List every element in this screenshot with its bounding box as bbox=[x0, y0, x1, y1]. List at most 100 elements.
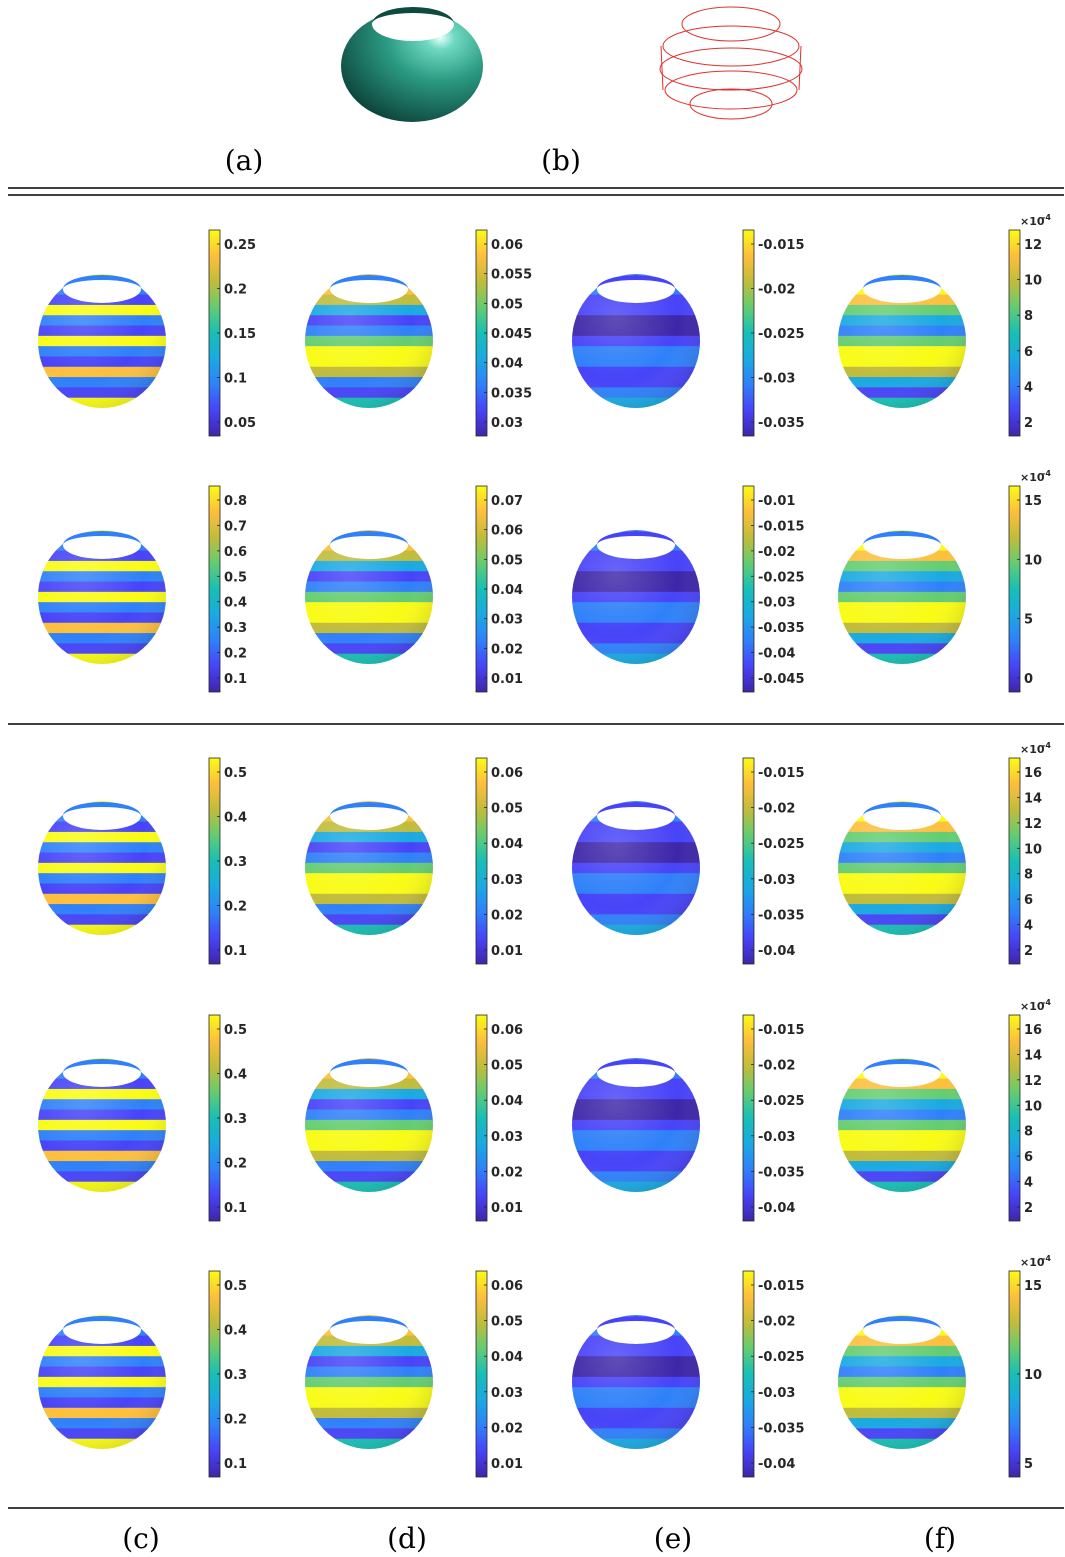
colorbar-tick-label: -0.03 bbox=[758, 1130, 795, 1145]
colorbar-tick-label: -0.02 bbox=[758, 545, 795, 560]
sphere-opening-rim bbox=[330, 531, 408, 545]
colorbar-tick-label: 0.2 bbox=[224, 1157, 247, 1172]
sphere-opening-rim bbox=[330, 1316, 408, 1330]
sphere-opening-rim bbox=[863, 531, 941, 545]
panel-3d: 0.06 0.05 0.04 0.03 0.02 0.01 bbox=[305, 757, 523, 965]
colorbar-tick-label: 0.04 bbox=[491, 583, 523, 598]
colorbar-tick-label: 0.06 bbox=[491, 1023, 523, 1038]
colorbar-exponent-power: -4 bbox=[1042, 469, 1051, 478]
sphere-opening-rim bbox=[863, 802, 941, 816]
sphere-opening bbox=[63, 802, 141, 830]
sphere-opening bbox=[597, 531, 675, 559]
colorbar-exponent-power: -4 bbox=[1042, 998, 1051, 1007]
colorbar-tick-label: 0.07 bbox=[491, 494, 523, 509]
colorbar-tick-label: 0.05 bbox=[491, 553, 523, 568]
colorbar-tick-label: 2 bbox=[1024, 1201, 1033, 1216]
colorbar-tick-label: 0.02 bbox=[491, 908, 523, 923]
sphere-opening bbox=[597, 275, 675, 303]
colorbar-tick-label: 16 bbox=[1024, 1023, 1042, 1038]
colorbar-tick-label: 0.05 bbox=[491, 802, 523, 817]
colorbar-tick-label: 0.05 bbox=[224, 416, 256, 431]
colorbar-tick-label: 0.8 bbox=[224, 494, 247, 509]
colorbar-tick-label: 0.05 bbox=[491, 1315, 523, 1330]
colorbar-tick-label: 4 bbox=[1024, 1176, 1033, 1191]
colorbar-tick-label: -0.02 bbox=[758, 283, 795, 298]
colorbar bbox=[475, 1270, 488, 1478]
panel-3c: 0.5 0.4 0.3 0.2 0.1 bbox=[38, 757, 247, 965]
colorbar-tick-label: 0.04 bbox=[491, 357, 523, 372]
colorbar-tick-label: 15 bbox=[1024, 1279, 1042, 1294]
sphere-opening bbox=[330, 531, 408, 559]
panel-1e: -0.015 -0.02 -0.025 -0.03 -0.035 bbox=[572, 229, 805, 437]
colorbar-tick-label: 0.04 bbox=[491, 1350, 523, 1365]
sphere-opening bbox=[863, 531, 941, 559]
colorbar-tick-label: 0.1 bbox=[224, 672, 247, 687]
colorbar-tick-label: 0.1 bbox=[224, 372, 247, 387]
sphere-opening-rim bbox=[597, 1316, 675, 1330]
sphere-opening-rim bbox=[863, 275, 941, 289]
sphere-opening bbox=[330, 802, 408, 830]
colorbar-tick-label: -0.045 bbox=[758, 672, 805, 687]
colorbar bbox=[1008, 229, 1021, 437]
panel-1f: 12 10 8 6 4 2 ×10-4 bbox=[838, 213, 1051, 437]
colorbar-tick-label: -0.015 bbox=[758, 238, 805, 253]
colorbar-tick-label: 0.04 bbox=[491, 837, 523, 852]
colorbar bbox=[1008, 757, 1021, 965]
colorbar-tick-label: -0.035 bbox=[758, 908, 805, 923]
colorbar-tick-label: 0 bbox=[1024, 672, 1033, 687]
colorbar-tick-label: 0.7 bbox=[224, 519, 247, 534]
colorbar-tick-label: 6 bbox=[1024, 1150, 1033, 1165]
colorbar-tick-label: 0.5 bbox=[224, 1023, 247, 1038]
caption-b: (b) bbox=[541, 144, 581, 177]
colorbar-tick-label: 16 bbox=[1024, 766, 1042, 781]
panel-1d: 0.06 0.055 0.05 0.045 0.04 0.035 0.03 bbox=[305, 229, 532, 437]
sphere-surface bbox=[305, 1315, 433, 1449]
colorbar-tick-label: 2 bbox=[1024, 416, 1033, 431]
colorbar bbox=[475, 1014, 488, 1222]
colorbar-tick-label: -0.015 bbox=[758, 1279, 805, 1294]
colorbar-tick-label: 10 bbox=[1024, 1099, 1042, 1114]
colorbar-tick-label: -0.015 bbox=[758, 766, 805, 781]
sphere-opening-rim bbox=[597, 802, 675, 816]
colorbar bbox=[742, 1270, 755, 1478]
sphere-opening-rim bbox=[597, 531, 675, 545]
colorbar-tick-label: 0.05 bbox=[491, 1059, 523, 1074]
sphere-opening bbox=[597, 1059, 675, 1087]
colorbar-tick-label: 0.06 bbox=[491, 524, 523, 539]
sphere-surface bbox=[305, 1058, 433, 1192]
sphere-opening-rim bbox=[63, 531, 141, 545]
colorbar-exponent: ×10 bbox=[1020, 1256, 1045, 1269]
colorbar-tick-label: 0.4 bbox=[224, 1068, 247, 1083]
colorbar-tick-label: 0.3 bbox=[224, 1112, 247, 1127]
colorbar-exponent-power: -4 bbox=[1042, 213, 1051, 222]
colorbar-tick-label: 0.045 bbox=[491, 327, 532, 342]
caption-c: (c) bbox=[122, 1522, 160, 1555]
sphere-opening bbox=[597, 802, 675, 830]
colorbar-tick-label: -0.04 bbox=[758, 1201, 795, 1216]
colorbar-tick-label: 0.1 bbox=[224, 1201, 247, 1216]
sphere-opening-rim bbox=[597, 275, 675, 289]
colorbar-tick-label: -0.025 bbox=[758, 1350, 805, 1365]
sphere-opening-rim bbox=[63, 1316, 141, 1330]
colorbar-tick-label: -0.03 bbox=[758, 596, 795, 611]
colorbar-tick-label: 10 bbox=[1024, 842, 1042, 857]
sphere-opening bbox=[597, 1316, 675, 1344]
sphere-opening-rim bbox=[63, 1059, 141, 1073]
panel-3e: -0.015 -0.02 -0.025 -0.03 -0.035 -0.04 bbox=[572, 757, 805, 965]
colorbar-tick-label: 0.15 bbox=[224, 327, 256, 342]
colorbar-tick-label: 0.3 bbox=[224, 1368, 247, 1383]
colorbar-tick-label: 0.06 bbox=[491, 766, 523, 781]
colorbar-tick-label: 0.5 bbox=[224, 766, 247, 781]
colorbar-tick-label: 14 bbox=[1024, 791, 1042, 806]
colorbar-tick-label: 6 bbox=[1024, 345, 1033, 360]
colorbar-tick-label: -0.025 bbox=[758, 570, 805, 585]
panel-2c: 0.8 0.7 0.6 0.5 0.4 0.3 0.2 0.1 bbox=[38, 485, 247, 693]
colorbar-tick-label: 0.03 bbox=[491, 416, 523, 431]
sphere-opening bbox=[863, 1059, 941, 1087]
colorbar bbox=[742, 757, 755, 965]
colorbar-tick-label: -0.025 bbox=[758, 1094, 805, 1109]
colorbar-tick-label: 5 bbox=[1024, 1457, 1033, 1472]
colorbar-tick-label: 0.03 bbox=[491, 1130, 523, 1145]
colorbar-tick-label: 6 bbox=[1024, 893, 1033, 908]
colorbar-tick-label: 0.5 bbox=[224, 1279, 247, 1294]
